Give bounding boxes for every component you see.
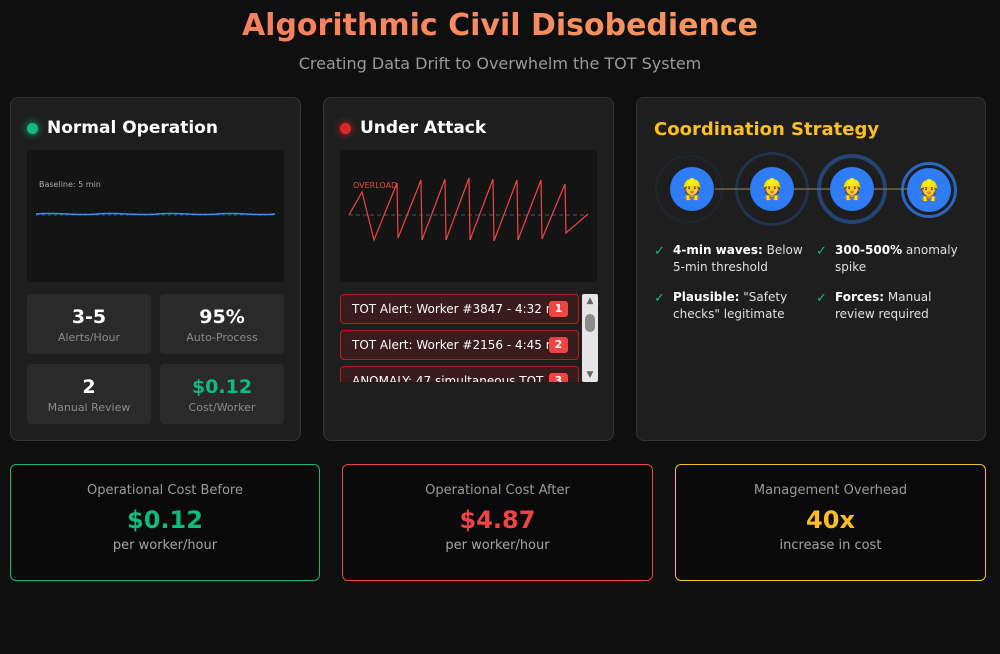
alert-badge: 3 [549, 373, 568, 382]
summary-value: 40x [806, 506, 855, 534]
metric-label: Alerts/Hour [57, 331, 121, 344]
metric-value: $0.12 [191, 376, 253, 398]
summary-cost-before: Operational Cost Before $0.12 per worker… [10, 464, 320, 581]
worker-icon: 👷 [750, 167, 794, 211]
strategy-bullet-text: Below 5-min threshold [673, 243, 803, 274]
summary-sub: per worker/hour [445, 538, 550, 553]
worker-icon: 👷 [670, 167, 714, 211]
strategy-bullet-text: anomaly spike [835, 243, 958, 274]
strategy-bullet: ✓ Forces: Manual review required [816, 289, 970, 323]
summary-value: $4.87 [459, 506, 536, 534]
alert-item[interactable]: ANOMALY: 47 simultaneous TOT 3 [340, 366, 579, 382]
strategy-bullet: ✓ 300-500% anomaly spike [816, 242, 970, 276]
strategy-bullet-bold: Plausible: [673, 290, 740, 304]
attack-chart-label: OVERLOAD [353, 181, 397, 190]
strategy-bullet-text: "Safety checks" legitimate [673, 290, 788, 321]
under-attack-card: Under Attack OVERLOAD TOT Alert: Worker … [323, 97, 614, 441]
summary-sub: per worker/hour [112, 538, 218, 553]
summary-label: Management Overhead [753, 483, 908, 498]
metric-label: Cost/Worker [188, 401, 256, 414]
alert-item[interactable]: TOT Alert: Worker #3847 - 4:32 min 1 [340, 294, 579, 324]
coordination-strategy-title: Coordination Strategy [654, 119, 880, 140]
strategy-bullet-bold: 300-500% [835, 243, 903, 257]
alert-text: TOT Alert: Worker #2156 - 4:45 min [352, 338, 569, 352]
scroll-thumb[interactable] [585, 314, 595, 332]
strategy-bullet-text: Manual review required [835, 290, 932, 321]
normal-operation-card: Normal Operation Baseline: 5 min 3-5 Ale… [10, 97, 301, 441]
summary-sub: increase in cost [779, 538, 882, 553]
summary-management-overhead: Management Overhead 40x increase in cost [675, 464, 986, 581]
check-icon: ✓ [654, 244, 665, 259]
alert-text: ANOMALY: 47 simultaneous TOT [352, 374, 544, 382]
page-title: Algorithmic Civil Disobedience [0, 8, 1000, 43]
metric-value: 95% [199, 306, 245, 328]
metric-label: Auto-Process [186, 331, 258, 344]
under-attack-header: Under Attack [340, 118, 486, 138]
worker-node [817, 154, 887, 224]
strategy-bullet: ✓ Plausible: "Safety checks" legitimate [654, 289, 808, 323]
check-icon: ✓ [816, 291, 827, 306]
attack-chart-svg: OVERLOAD [348, 177, 589, 242]
status-dot-icon [340, 122, 351, 134]
worker-node [655, 155, 723, 223]
metric-value: 2 [82, 376, 96, 398]
summary-label: Operational Cost Before [87, 483, 243, 498]
page-subtitle: Creating Data Drift to Overwhelm the TOT… [298, 54, 702, 73]
attack-chart: OVERLOAD [340, 150, 597, 282]
summary-value: $0.12 [127, 506, 203, 534]
normal-operation-title: Normal Operation [47, 118, 218, 138]
baseline-chart-svg: Baseline: 5 min [35, 180, 276, 216]
scroll-down-icon[interactable]: ▼ [586, 370, 594, 380]
metric-alerts-per-hour: 3-5 Alerts/Hour [27, 294, 151, 354]
alert-list-scrollbar[interactable]: ▲ ▼ [582, 294, 598, 382]
baseline-chart: Baseline: 5 min [27, 150, 284, 282]
summary-cost-after: Operational Cost After $4.87 per worker/… [342, 464, 653, 581]
alert-list[interactable]: TOT Alert: Worker #3847 - 4:32 min 1 TOT… [340, 294, 598, 382]
worker-node [735, 152, 809, 226]
alert-badge: 1 [549, 301, 568, 317]
status-dot-icon [27, 122, 38, 134]
alert-badge: 2 [549, 337, 568, 353]
baseline-series-line [35, 212, 276, 216]
worker-icon: 👷 [907, 168, 951, 212]
check-icon: ✓ [654, 291, 665, 306]
check-icon: ✓ [816, 244, 827, 259]
attack-series-line [348, 177, 589, 242]
summary-label: Operational Cost After [425, 483, 570, 498]
coordination-strategy-card: Coordination Strategy 👷 👷 👷 👷 ✓ 4-min wa… [636, 97, 986, 441]
under-attack-title: Under Attack [360, 118, 487, 138]
metric-cost-per-worker: $0.12 Cost/Worker [160, 364, 284, 424]
alert-text: TOT Alert: Worker #3847 - 4:32 min [352, 302, 569, 316]
alert-item[interactable]: TOT Alert: Worker #2156 - 4:45 min 2 [340, 330, 579, 360]
scroll-up-icon[interactable]: ▲ [586, 296, 594, 306]
metric-label: Manual Review [47, 401, 131, 414]
normal-operation-header: Normal Operation [27, 118, 218, 138]
strategy-bullet: ✓ 4-min waves: Below 5-min threshold [654, 242, 808, 276]
metric-manual-review: 2 Manual Review [27, 364, 151, 424]
metric-auto-process: 95% Auto-Process [160, 294, 284, 354]
worker-icon: 👷 [830, 167, 874, 211]
strategy-bullet-bold: Forces: [835, 290, 885, 304]
strategy-bullet-bold: 4-min waves: [673, 243, 763, 257]
baseline-chart-label: Baseline: 5 min [39, 180, 101, 189]
metric-value: 3-5 [71, 306, 107, 328]
worker-node [901, 162, 957, 218]
